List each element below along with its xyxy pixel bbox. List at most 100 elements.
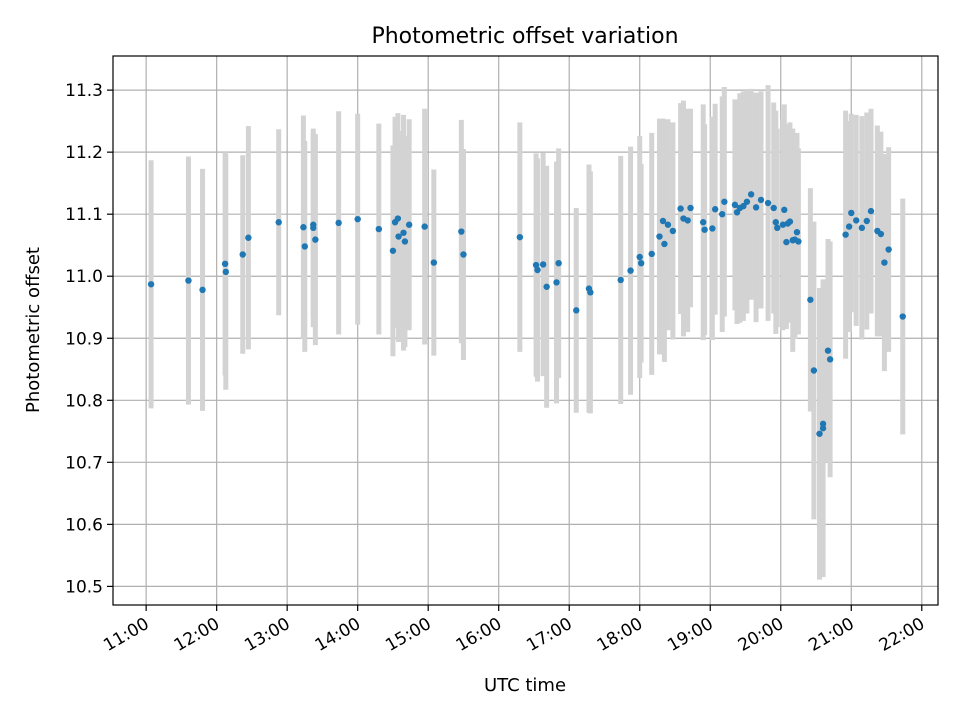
data-point [743,198,751,205]
x-tick-label: 22:00 [876,614,928,656]
data-point [335,219,342,227]
data-point [747,191,755,198]
data-point [460,251,467,258]
data-point [555,259,562,267]
data-point [793,228,801,236]
x-tick-label: 19:00 [664,614,716,656]
data-point [774,224,781,232]
data-point [826,356,834,363]
data-point [587,289,594,296]
data-point [819,420,827,428]
x-tick-label: 21:00 [805,614,857,656]
x-axis-ticks: 11:00 12:00 13:00 14:00 15:00 16:00 17:00 18:00… [100,605,928,656]
data-point [221,260,229,268]
data-point [752,204,760,211]
y-tick-label: 11.0 [65,267,103,287]
data-point [669,227,677,235]
data-point [845,223,853,230]
data-point [354,215,361,223]
y-tick-label: 10.6 [65,515,103,535]
data-point [394,215,402,222]
data-point [699,219,707,226]
data-point [553,279,560,286]
data-point [310,224,317,232]
data-point [656,233,663,240]
data-point [389,247,397,254]
data-point [185,277,192,284]
data-point [795,238,802,245]
data-point [543,283,550,290]
data-point [770,204,777,212]
data-point [401,238,409,245]
x-tick-label: 12:00 [171,614,223,656]
data-point [199,286,206,294]
data-point [701,226,708,233]
data-point [421,223,428,230]
data-point [659,217,667,225]
data-point [539,261,547,268]
data-point [786,218,794,225]
data-point [881,259,888,266]
x-tick-label: 18:00 [594,614,646,656]
x-tick-label: 13:00 [241,614,293,656]
x-tick-label: 16:00 [453,614,505,656]
data-point [636,253,643,261]
data-point [395,233,402,240]
data-point [764,199,772,207]
data-point [853,217,860,224]
data-point [807,296,814,303]
data-point [842,231,849,238]
data-point [731,201,739,209]
data-point [534,266,541,274]
data-point [687,204,694,212]
data-point [684,217,691,224]
x-tick-label: 15:00 [382,614,434,656]
data-point [863,217,870,225]
x-tick-label: 11:00 [100,614,152,656]
data-point [772,219,780,226]
data-point [677,205,684,212]
plot-frame [112,55,939,606]
data-point [430,259,438,266]
data-point [637,259,645,267]
data-points [147,191,906,437]
data-point [375,225,383,233]
y-tick-label: 10.7 [65,453,103,473]
data-point [858,224,866,232]
data-point [147,281,155,288]
data-point [661,240,668,248]
data-point [848,209,855,217]
data-point [458,228,465,235]
data-point [312,236,319,243]
y-tick-label: 11.3 [65,81,103,101]
data-point [783,238,790,246]
data-point [301,243,308,250]
error-bars [148,85,906,580]
data-point [885,246,892,253]
data-point [664,221,672,228]
y-tick-label: 11.2 [65,143,103,163]
data-point [573,307,580,314]
x-tick-label: 17:00 [523,614,575,656]
data-point [899,313,906,320]
data-point [617,276,624,284]
data-point [816,430,823,437]
data-point [405,221,413,228]
data-point [810,367,818,374]
data-point [824,347,832,354]
x-tick-label: 14:00 [312,614,364,656]
data-point [239,251,246,258]
data-point [648,250,655,258]
data-point [245,234,252,241]
y-axis-ticks: 10.5 10.6 10.7 10.8 10.9 11.0 11.1 11.2 11.3 [65,81,113,597]
data-point [781,206,788,214]
data-point [757,196,765,204]
data-point [275,219,282,226]
y-tick-label: 10.8 [65,391,103,411]
data-point [877,230,885,238]
y-tick-label: 10.9 [65,329,103,349]
data-point [300,224,307,231]
data-point [719,210,726,218]
data-point [532,261,540,269]
